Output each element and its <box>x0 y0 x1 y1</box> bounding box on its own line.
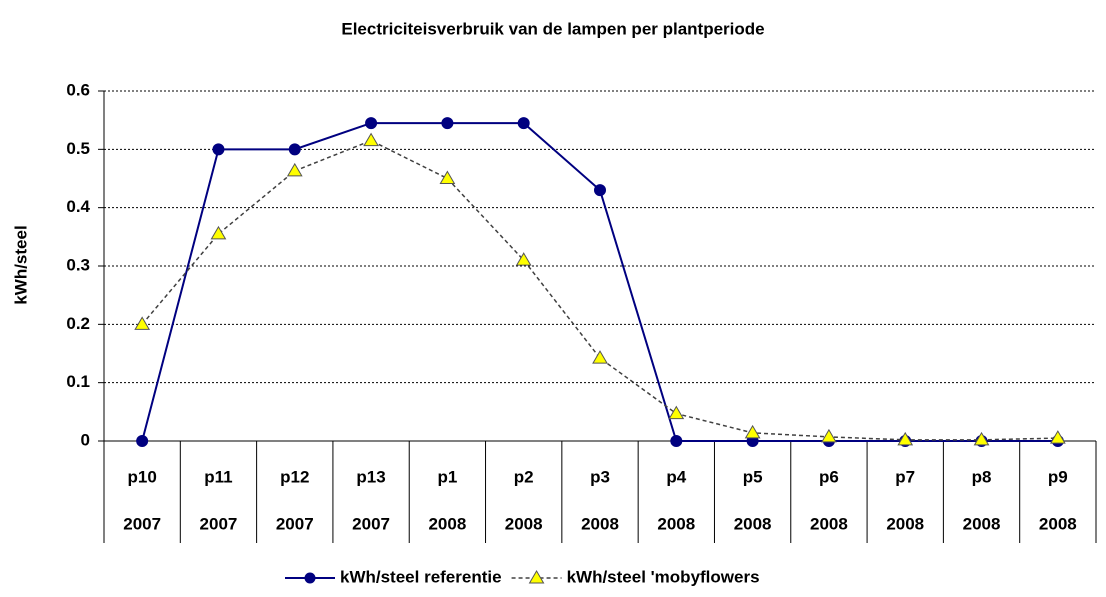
x-year-label: 2008 <box>1039 514 1077 533</box>
y-tick-label: 0.6 <box>66 80 90 99</box>
x-tick-label: p7 <box>895 467 915 486</box>
point <box>286 162 303 177</box>
point <box>821 428 837 443</box>
y-tick-label: 0.4 <box>66 197 90 216</box>
point <box>134 316 151 330</box>
x-year-label: 2008 <box>963 514 1001 533</box>
x-tick-label: p1 <box>437 467 457 486</box>
x-tick-label: p4 <box>666 467 686 486</box>
x-tick-label: p2 <box>514 467 534 486</box>
x-tick-label: p5 <box>743 467 763 486</box>
legend-label: kWh/steel referentie <box>340 567 502 586</box>
point <box>670 435 683 447</box>
y-tick-label: 0 <box>81 430 90 449</box>
point <box>363 132 379 147</box>
x-year-label: 2008 <box>657 514 695 533</box>
legend-marker <box>528 570 545 584</box>
x-year-label: 2008 <box>428 514 466 533</box>
x-year-label: 2008 <box>505 514 543 533</box>
x-year-label: 2007 <box>352 514 390 533</box>
x-tick-label: p10 <box>128 467 157 486</box>
x-year-label: 2008 <box>810 514 848 533</box>
point <box>212 143 225 156</box>
point <box>594 184 606 197</box>
point <box>668 405 685 420</box>
point <box>744 424 761 439</box>
point <box>517 117 530 130</box>
point <box>897 431 914 446</box>
x-year-label: 2007 <box>200 514 238 533</box>
x-year-label: 2007 <box>123 514 161 533</box>
point <box>973 431 990 446</box>
y-tick-label: 0.2 <box>66 314 90 333</box>
x-tick-label: p9 <box>1048 467 1068 486</box>
point <box>365 117 378 130</box>
point <box>1049 430 1066 444</box>
y-tick-label: 0.5 <box>66 139 90 158</box>
x-tick-label: p11 <box>204 467 232 486</box>
x-year-label: 2008 <box>581 514 619 533</box>
point <box>439 170 456 184</box>
point <box>288 143 301 156</box>
point <box>136 435 149 447</box>
point <box>441 117 454 130</box>
legend-label: kWh/steel 'mobyflowers <box>567 567 760 586</box>
point <box>210 225 227 240</box>
x-tick-label: p13 <box>356 467 385 486</box>
x-year-label: 2008 <box>734 514 772 533</box>
y-tick-label: 0.1 <box>66 372 90 391</box>
x-tick-label: p8 <box>972 467 992 486</box>
x-tick-label: p12 <box>280 467 309 486</box>
x-year-label: 2008 <box>886 514 924 533</box>
point <box>592 350 608 364</box>
chart-title: Electriciteisverbruik van de lampen per … <box>341 19 764 38</box>
x-tick-label: p3 <box>590 467 610 486</box>
point <box>515 252 532 266</box>
legend-marker <box>304 572 316 584</box>
y-tick-label: 0.3 <box>66 255 90 274</box>
series-line <box>141 122 1058 442</box>
x-tick-label: p6 <box>819 467 839 486</box>
y-axis-label: kWh/steel <box>11 225 30 304</box>
x-year-label: 2007 <box>276 514 314 533</box>
